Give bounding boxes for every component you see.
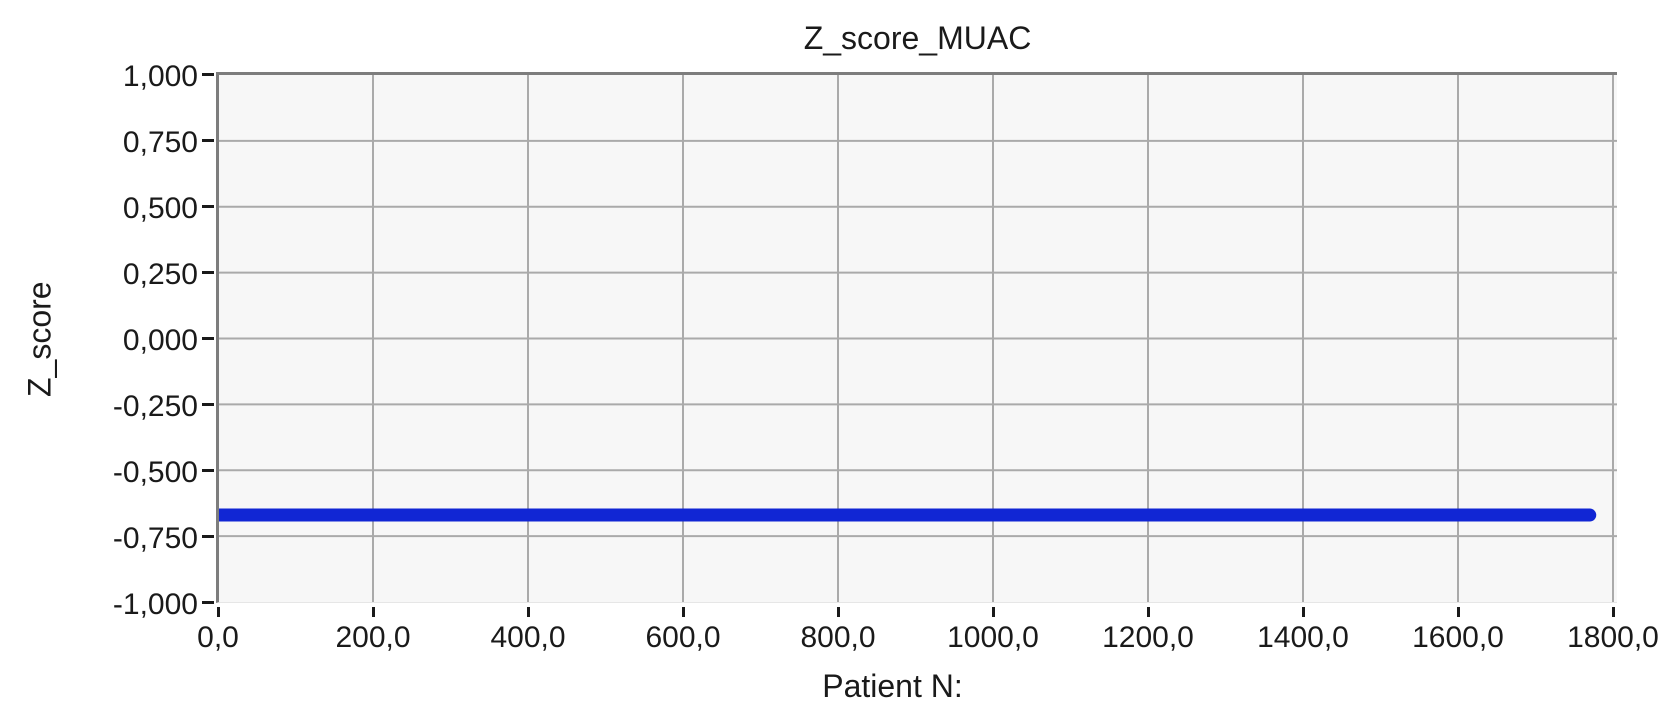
y-tick-mark — [202, 535, 214, 538]
y-tick-mark — [202, 469, 214, 472]
x-tick-mark — [372, 607, 375, 617]
x-tick-mark — [682, 607, 685, 617]
y-tick-mark — [202, 337, 214, 340]
x-tick-label: 1200,0 — [1102, 621, 1194, 654]
x-tick-mark — [1147, 607, 1150, 617]
x-tick-mark — [837, 607, 840, 617]
x-tick-label: 400,0 — [490, 621, 566, 654]
y-tick-mark — [202, 73, 214, 76]
x-tick-label: 1000,0 — [947, 621, 1039, 654]
x-tick-mark — [1612, 607, 1615, 617]
y-tick-label: 0,500 — [122, 192, 198, 225]
y-tick-mark — [202, 601, 214, 604]
plot-area — [216, 72, 1617, 603]
x-tick-label: 1600,0 — [1412, 621, 1504, 654]
x-tick-label: 600,0 — [645, 621, 721, 654]
y-tick-label: -0,750 — [112, 522, 198, 555]
x-tick-mark — [527, 607, 530, 617]
y-tick-label: -0,500 — [112, 456, 198, 489]
y-tick-label: -1,000 — [112, 588, 198, 621]
x-tick-mark — [992, 607, 995, 617]
x-tick-label: 800,0 — [800, 621, 876, 654]
chart-title: Z_score_MUAC — [803, 20, 1032, 56]
x-tick-label: 0,0 — [197, 621, 239, 654]
plot-canvas — [219, 75, 1617, 602]
x-tick-mark — [217, 607, 220, 617]
x-tick-label: 1800,0 — [1567, 621, 1659, 654]
y-tick-label: -0,250 — [112, 390, 198, 423]
y-tick-label: 0,250 — [122, 258, 198, 291]
x-axis-title: Patient N: — [822, 668, 963, 704]
y-tick-label: 0,000 — [122, 324, 198, 357]
x-tick-label: 1400,0 — [1257, 621, 1349, 654]
y-tick-mark — [202, 139, 214, 142]
y-tick-mark — [202, 271, 214, 274]
x-tick-mark — [1457, 607, 1460, 617]
y-tick-mark — [202, 403, 214, 406]
y-tick-label: 1,000 — [122, 60, 198, 93]
y-tick-label: 0,750 — [122, 126, 198, 159]
y-tick-mark — [202, 205, 214, 208]
x-tick-mark — [1302, 607, 1305, 617]
x-tick-label: 200,0 — [335, 621, 411, 654]
